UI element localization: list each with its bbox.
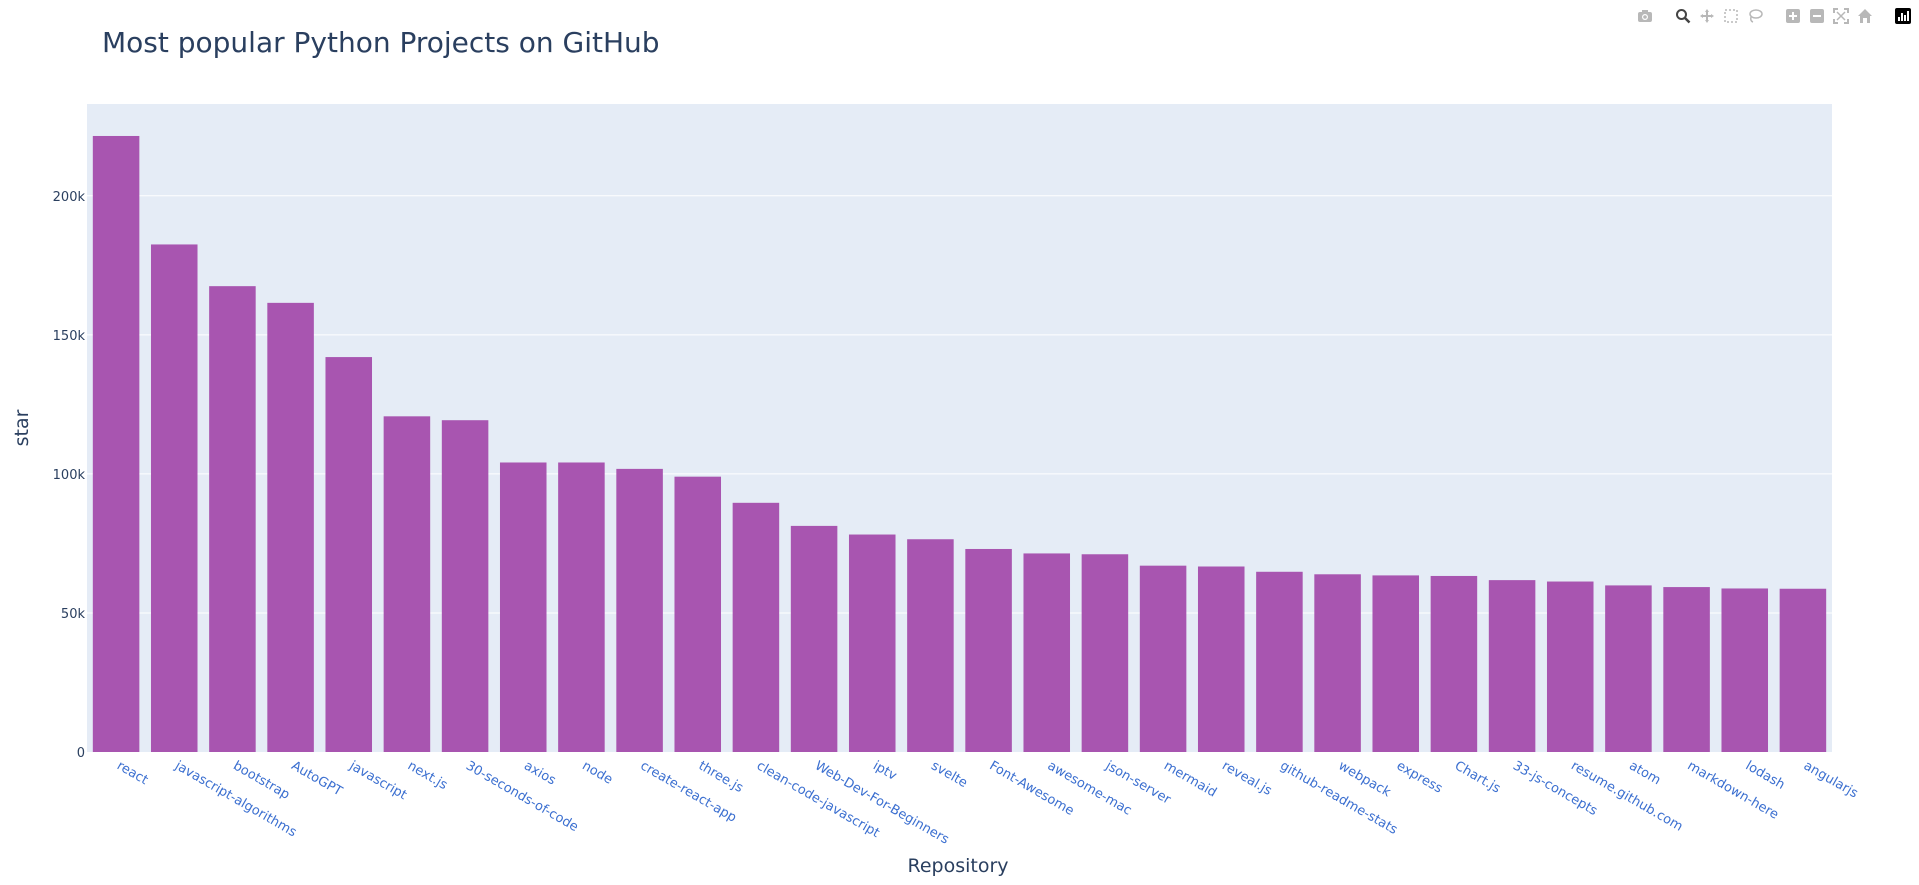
bar-javascript[interactable] bbox=[325, 357, 373, 752]
x-tick-label: AutoGPT bbox=[289, 758, 345, 799]
gridlines bbox=[87, 195, 1832, 614]
x-tick-label: create-react-app bbox=[638, 758, 739, 825]
bar-mermaid[interactable] bbox=[1139, 565, 1187, 752]
bar-three.js[interactable] bbox=[674, 476, 722, 752]
y-tick-label: 50k bbox=[61, 607, 86, 622]
x-axis-title: Repository bbox=[907, 855, 1008, 877]
bar-node[interactable] bbox=[558, 462, 605, 752]
x-tick-label: next.js bbox=[405, 758, 450, 793]
autoscale-icon[interactable] bbox=[1831, 6, 1851, 26]
y-axis-title: star bbox=[11, 409, 33, 446]
y-tick-label: 150k bbox=[53, 329, 86, 344]
bar-angularjs[interactable] bbox=[1779, 588, 1827, 752]
x-tick-label: Chart.js bbox=[1452, 758, 1503, 796]
bar-reveal.js[interactable] bbox=[1197, 566, 1245, 753]
box-select-icon[interactable] bbox=[1721, 6, 1741, 26]
chart-title: Most popular Python Projects on GitHub bbox=[102, 26, 660, 59]
zoom-in-icon[interactable] bbox=[1783, 6, 1803, 26]
bar-react[interactable] bbox=[92, 135, 140, 753]
bar-Web-Dev-For-Beginners[interactable] bbox=[790, 525, 838, 752]
x-tick-label: svelte bbox=[928, 758, 969, 791]
x-tick-label: node bbox=[579, 758, 615, 787]
plot-background[interactable] bbox=[87, 104, 1832, 752]
modebar bbox=[1635, 6, 1913, 26]
x-tick-label: lodash bbox=[1743, 758, 1788, 792]
zoom-icon[interactable] bbox=[1673, 6, 1693, 26]
zoom-out-icon[interactable] bbox=[1807, 6, 1827, 26]
bar-webpack[interactable] bbox=[1314, 574, 1361, 752]
bar-bootstrap[interactable] bbox=[209, 286, 256, 752]
bar-svelte[interactable] bbox=[907, 539, 954, 752]
bar-axios[interactable] bbox=[499, 462, 547, 752]
bars bbox=[92, 135, 1827, 753]
bar-next.js[interactable] bbox=[383, 416, 431, 752]
bar-resume.github.com[interactable] bbox=[1546, 581, 1594, 752]
bar-Font-Awesome[interactable] bbox=[965, 548, 1012, 752]
x-tick-label: three.js bbox=[696, 758, 746, 796]
bar-markdown-here[interactable] bbox=[1663, 587, 1710, 752]
bar-express[interactable] bbox=[1372, 575, 1420, 752]
x-tick-label: atom bbox=[1626, 758, 1663, 788]
bar-javascript-algorithms[interactable] bbox=[150, 244, 198, 752]
bar-iptv[interactable] bbox=[848, 534, 896, 752]
bar-33-js-concepts[interactable] bbox=[1488, 580, 1536, 752]
bar-create-react-app[interactable] bbox=[616, 468, 663, 752]
y-tick-label: 100k bbox=[53, 468, 86, 483]
bar-atom[interactable] bbox=[1605, 585, 1652, 752]
bar-clean-code-javascript[interactable] bbox=[732, 502, 780, 752]
plotly-logo-icon[interactable] bbox=[1893, 6, 1913, 26]
x-tick-label: iptv bbox=[870, 758, 899, 783]
y-tick-labels: 0 50k 100k 150k 200k bbox=[53, 190, 86, 761]
bar-Chart.js[interactable] bbox=[1430, 575, 1478, 752]
x-tick-label: javascript bbox=[346, 758, 409, 803]
x-tick-label: react bbox=[114, 758, 150, 788]
x-tick-label: axios bbox=[521, 758, 558, 788]
camera-icon[interactable] bbox=[1635, 6, 1655, 26]
bar-json-server[interactable] bbox=[1081, 554, 1129, 752]
x-tick-label: express bbox=[1394, 758, 1445, 796]
bar-lodash[interactable] bbox=[1721, 588, 1769, 752]
x-tick-label: angularjs bbox=[1801, 758, 1861, 801]
y-tick-label: 0 bbox=[77, 746, 85, 761]
x-tick-labels: react javascript-algorithmsbootstrapAutoG… bbox=[114, 758, 1861, 848]
bar-awesome-mac[interactable] bbox=[1023, 553, 1071, 752]
lasso-select-icon[interactable] bbox=[1745, 6, 1765, 26]
bar-30-seconds-of-code[interactable] bbox=[441, 420, 489, 752]
x-tick-label: reveal.js bbox=[1219, 758, 1274, 799]
pan-icon[interactable] bbox=[1697, 6, 1717, 26]
reset-axes-icon[interactable] bbox=[1855, 6, 1875, 26]
bar-github-readme-stats[interactable] bbox=[1256, 571, 1303, 752]
bar-AutoGPT[interactable] bbox=[267, 302, 314, 752]
y-tick-label: 200k bbox=[53, 190, 86, 205]
